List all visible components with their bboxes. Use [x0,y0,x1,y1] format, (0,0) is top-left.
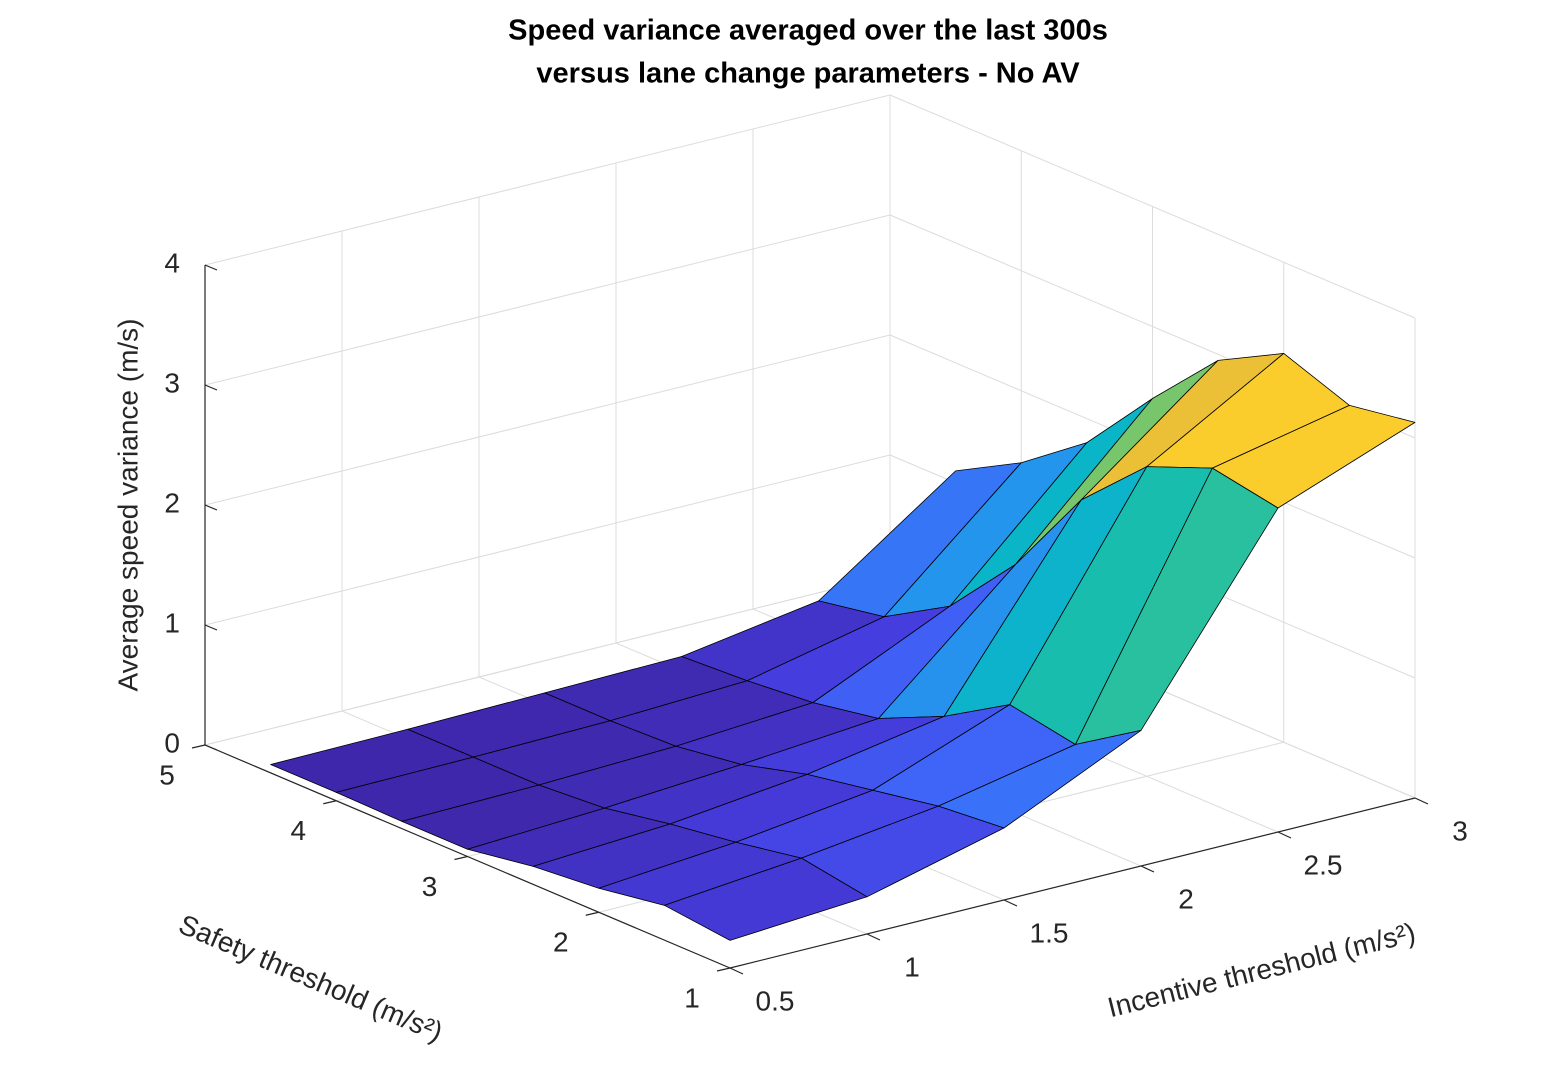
z-tick [204,384,218,391]
z-tick-label: 0 [164,727,180,758]
x-tick-label: 3 [1452,815,1468,846]
x-tick [1003,899,1018,907]
x-tick-label: 1.5 [1030,917,1069,948]
chart-title: Speed variance averaged over the last 30… [508,15,1108,47]
y-tick-label: 4 [290,815,306,846]
chart-title: versus lane change parameters - No AV [536,58,1080,90]
y-tick-label: 3 [422,871,438,902]
z-tick-label: 4 [164,247,180,278]
z-axis-label: Average speed variance (m/s) [112,319,143,692]
x-tick [866,933,881,941]
z-tick [204,744,218,751]
y-axis-label: Safety threshold (m/s²) [174,908,447,1047]
z-tick [204,264,218,271]
x-axis [729,797,1416,969]
z-tick [204,504,218,511]
z-tick [204,624,218,631]
x-axis-label: Incentive threshold (m/s²) [1104,917,1418,1024]
x-tick [1140,865,1155,873]
grid-line [204,454,891,626]
y-tick [191,744,206,749]
y-tick-label: 2 [553,927,569,958]
grid-line [204,574,891,746]
surface [270,353,1416,941]
y-tick-label: 5 [159,759,175,790]
axes-front: 0.5 1 1.5 2 2.5 3 1 2 3 4 50 1 2 3 4 [159,247,1468,1016]
grid-line [204,334,891,506]
x-tick-label: 2.5 [1304,849,1343,880]
x-tick-label: 0.5 [756,985,795,1016]
y-tick [323,800,337,805]
x-tick [729,967,744,975]
surface-face [663,857,868,941]
y-tick [585,911,599,916]
x-tick-label: 2 [1178,883,1194,914]
z-tick-label: 1 [164,607,180,638]
z-tick-label: 3 [164,367,180,398]
grid-line [204,214,891,386]
y-tick [716,967,731,972]
x-tick [1277,831,1292,839]
z-tick-label: 2 [164,487,180,518]
y-tick [454,855,468,861]
y-tick-label: 1 [684,982,700,1013]
x-tick [1414,797,1429,805]
grid-line [204,94,891,266]
x-tick-label: 1 [904,951,920,982]
